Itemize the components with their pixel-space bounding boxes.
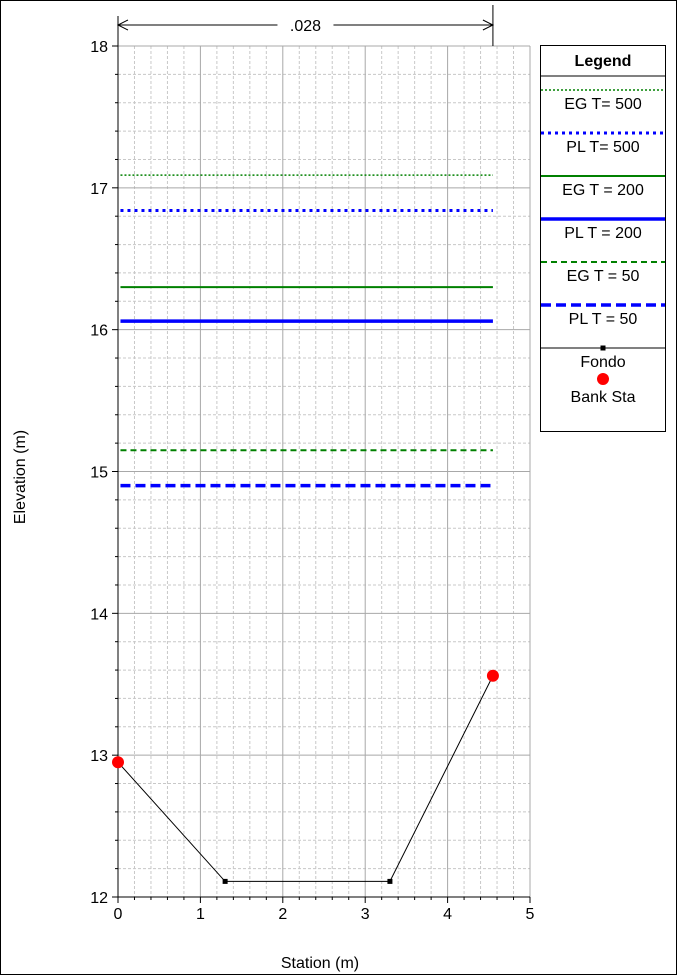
x-tick-label: 0 bbox=[114, 906, 123, 923]
x-tick-label: 2 bbox=[278, 906, 287, 923]
legend-label-4: EG T = 50 bbox=[567, 268, 640, 285]
manning-label-bg bbox=[277, 15, 334, 35]
ground-point-marker bbox=[387, 878, 393, 884]
major-grid bbox=[117, 45, 531, 898]
y-tick-label: 18 bbox=[90, 39, 108, 56]
legend-swatch-ground-marker bbox=[600, 345, 606, 351]
x-tick-label: 4 bbox=[443, 906, 452, 923]
y-tick-label: 14 bbox=[90, 606, 108, 623]
legend-label-ground: Fondo bbox=[580, 354, 625, 371]
legend-label-0: EG T= 500 bbox=[564, 96, 642, 113]
ground-point-marker bbox=[222, 878, 228, 884]
x-tick-label: 3 bbox=[361, 906, 370, 923]
legend-label-5: PL T = 50 bbox=[569, 311, 638, 328]
legend-svg: Legend EG T= 500 PL T= 500 EG T = 200 PL T … bbox=[541, 53, 665, 406]
x-axis-label: Station (m) bbox=[281, 955, 359, 972]
x-tick-label: 5 bbox=[526, 906, 535, 923]
legend-swatch-bank-station bbox=[597, 373, 609, 385]
bank-station-marker bbox=[112, 756, 124, 769]
axes bbox=[112, 16, 531, 903]
y-axis-label: Elevation (m) bbox=[12, 430, 29, 524]
x-tick-label: 1 bbox=[196, 906, 205, 923]
y-tick-label: 17 bbox=[90, 181, 108, 198]
series-group bbox=[112, 174, 499, 884]
y-tick-label: 12 bbox=[90, 890, 108, 907]
y-tick-label: 16 bbox=[90, 323, 108, 340]
ground-profile-line bbox=[117, 675, 494, 882]
manning-right-arrow bbox=[482, 19, 495, 31]
manning-dimension: .028 bbox=[116, 5, 495, 46]
y-tick-label: 13 bbox=[90, 748, 108, 765]
manning-left-arrow bbox=[116, 19, 129, 31]
bank-station-marker bbox=[486, 669, 499, 682]
legend-title: Legend bbox=[575, 53, 632, 70]
manning-label: .028 bbox=[290, 18, 321, 35]
legend-label-bank-station: Bank Sta bbox=[571, 389, 636, 406]
y-tick-label: 15 bbox=[90, 465, 108, 482]
legend-label-3: PL T = 200 bbox=[564, 225, 642, 242]
legend-label-2: EG T = 200 bbox=[562, 182, 644, 199]
legend-label-1: PL T= 500 bbox=[566, 139, 639, 156]
legend: Legend EG T= 500 PL T= 500 EG T = 200 PL T … bbox=[540, 45, 666, 432]
